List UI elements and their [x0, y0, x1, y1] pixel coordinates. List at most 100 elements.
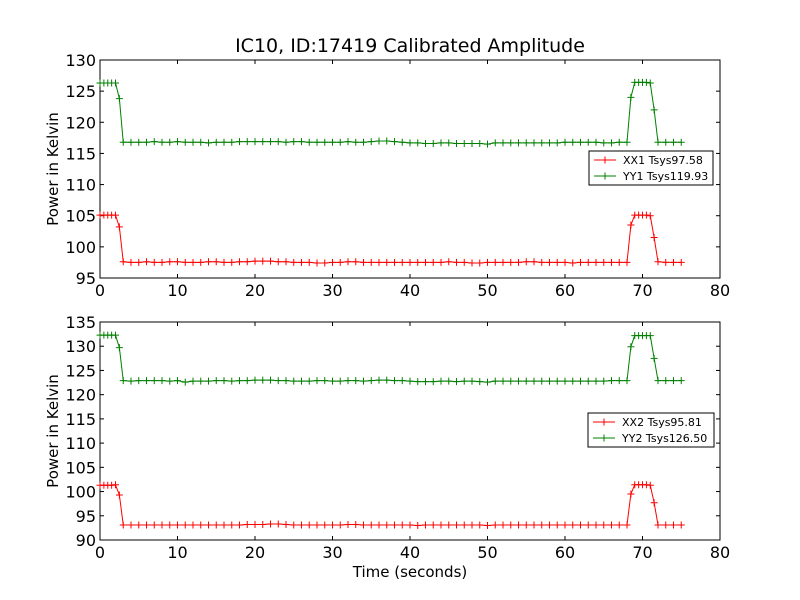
- data-point: [429, 258, 437, 266]
- data-point: [670, 138, 677, 146]
- data-point: [329, 521, 336, 529]
- data-point: [321, 138, 329, 146]
- data-point: [476, 259, 484, 267]
- data-point: [243, 138, 251, 146]
- data-point: [298, 138, 305, 146]
- data-point: [670, 521, 677, 529]
- data-point: [259, 376, 267, 384]
- data-point: [336, 521, 344, 529]
- data-point: [166, 377, 174, 385]
- data-point: [158, 138, 166, 146]
- data-point: [491, 258, 499, 266]
- data-point: [329, 258, 336, 266]
- data-point: [189, 521, 197, 529]
- x-tick-label: 60: [555, 281, 575, 300]
- data-point: [484, 140, 491, 148]
- data-point: [360, 138, 367, 146]
- data-point: [600, 139, 608, 147]
- data-point: [538, 521, 546, 529]
- x-tick-label: 70: [632, 543, 652, 562]
- data-point: [592, 258, 600, 266]
- x-tick-label: 60: [555, 543, 575, 562]
- data-point: [212, 258, 220, 266]
- data-point: [553, 139, 561, 147]
- data-point: [646, 481, 654, 489]
- data-point: [115, 223, 123, 231]
- data-point: [236, 138, 243, 146]
- data-point: [608, 521, 615, 529]
- data-point: [251, 376, 259, 384]
- data-point: [654, 258, 662, 266]
- data-point: [298, 521, 305, 529]
- data-point: [453, 139, 460, 147]
- data-point: [468, 521, 476, 529]
- data-point: [321, 259, 329, 267]
- data-point: [127, 258, 135, 266]
- y-tick-label: 100: [65, 483, 96, 502]
- data-point: [484, 378, 491, 386]
- data-point: [468, 259, 476, 267]
- data-point: [650, 234, 658, 242]
- data-point: [515, 258, 522, 266]
- data-point: [298, 377, 305, 385]
- data-point: [259, 520, 267, 528]
- data-point: [166, 258, 174, 266]
- data-point: [236, 258, 243, 266]
- data-point: [367, 138, 375, 146]
- x-tick-label: 50: [477, 543, 497, 562]
- data-point: [642, 78, 650, 86]
- data-point: [422, 378, 429, 386]
- data-point: [437, 521, 445, 529]
- data-point: [561, 377, 569, 385]
- y-tick-label: 130: [65, 337, 96, 356]
- data-point: [383, 376, 391, 384]
- data-point: [577, 521, 584, 529]
- data-point: [274, 520, 282, 528]
- data-point: [313, 377, 321, 385]
- y-tick-label: 100: [65, 238, 96, 257]
- data-point: [646, 212, 654, 220]
- data-point: [143, 377, 150, 385]
- legend-box: [587, 412, 715, 448]
- data-point: [243, 520, 251, 528]
- chart-panel-2: 0 10 20 30 40 50 60 70 80 90 95 100 105 110 115 120 125 1…: [44, 313, 730, 581]
- data-point: [484, 521, 491, 529]
- x-tick-label: 20: [245, 543, 265, 562]
- data-point: [546, 521, 553, 529]
- data-point: [646, 332, 654, 340]
- data-point: [150, 377, 158, 385]
- data-point: [654, 377, 662, 385]
- data-point: [251, 257, 259, 265]
- data-point: [522, 521, 530, 529]
- data-point: [577, 138, 584, 146]
- data-point: [212, 138, 220, 146]
- x-tick-label: 40: [400, 281, 420, 300]
- data-point: [119, 377, 127, 385]
- data-point: [460, 377, 468, 385]
- data-point: [375, 376, 383, 384]
- data-point: [135, 258, 143, 266]
- data-point: [313, 138, 321, 146]
- data-point: [220, 258, 228, 266]
- data-point: [662, 138, 670, 146]
- data-point: [522, 258, 530, 266]
- data-point: [677, 377, 685, 385]
- data-point: [670, 258, 677, 266]
- legend-box: [588, 150, 714, 186]
- data-point: [205, 258, 212, 266]
- data-point: [360, 521, 367, 529]
- data-point: [220, 377, 228, 385]
- x-tick-label: 30: [322, 281, 342, 300]
- data-point: [600, 377, 608, 385]
- data-point: [569, 138, 577, 146]
- data-point: [538, 377, 546, 385]
- chart-panel-1: 0 10 20 30 40 50 60 70 80 95 100 105 110 115 120 125 130…: [44, 51, 730, 300]
- data-point: [367, 377, 375, 385]
- data-point: [654, 521, 662, 529]
- data-point: [592, 521, 600, 529]
- series-1: [96, 211, 685, 267]
- series-2: [96, 331, 685, 386]
- data-point: [181, 521, 189, 529]
- data-point: [166, 521, 174, 529]
- data-point: [445, 139, 453, 147]
